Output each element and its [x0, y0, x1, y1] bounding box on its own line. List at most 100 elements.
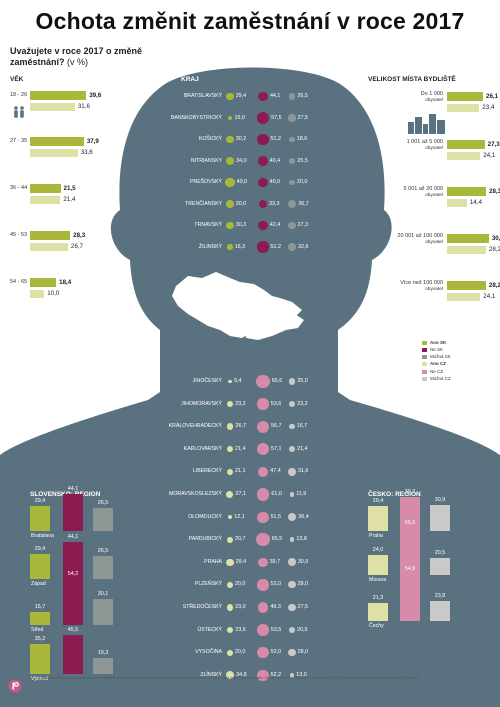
sk-value-ne: 42,4 — [269, 222, 281, 228]
age-bar-ano-cz — [30, 196, 61, 204]
cz-region-column — [400, 497, 420, 531]
cz-value-ano: 20,0 — [234, 649, 246, 656]
sk-value-mozna: 27,3 — [297, 222, 309, 228]
cz-value-mozna: 31,6 — [297, 468, 309, 475]
cz-value-ne: 65,5 — [271, 536, 283, 543]
sk-region-column — [30, 611, 50, 625]
cz-value-ano: 21,4 — [235, 445, 246, 452]
cz-dot-mozna — [288, 558, 296, 567]
residence-category-sublabel: obyvatel — [425, 287, 443, 292]
sk-region-column — [63, 541, 83, 579]
sk-value-ano: 15,0 — [234, 114, 245, 121]
cz-kraj-name: KRÁLOVEHRADECKÝ — [168, 423, 222, 430]
legend-label: Možná CZ — [430, 376, 451, 381]
unit-text: (v %) — [67, 57, 89, 67]
sk-value-ne: 51,2 — [270, 136, 282, 142]
page-title: Ochota změnit zaměstnání v roce 2017 — [35, 8, 465, 34]
sk-region-value: 19,3 — [97, 649, 109, 656]
cz-value-mozna: 16,7 — [296, 423, 308, 430]
sk-dot-ne — [258, 177, 268, 188]
cz-dot-ne — [256, 488, 270, 501]
residence-section-title: VELIKOST MÍSTA BYDLIŠTĚ — [368, 76, 456, 83]
cz-dot-ne — [257, 398, 269, 410]
cz-dot-ano — [226, 400, 234, 408]
cz-value-ne: 49,3 — [270, 604, 281, 610]
legend-swatch — [422, 347, 427, 352]
sk-dot-ano — [226, 135, 234, 144]
sk-kraj-name: PREŠOVSKÝ — [189, 179, 222, 185]
sk-region-name: Západ — [31, 581, 46, 587]
age-category-label: 18 - 26 — [10, 92, 28, 98]
cz-dot-ano — [226, 626, 234, 634]
cz-dot-ano — [226, 558, 234, 566]
cz-value-ne: 65,6 — [271, 378, 283, 384]
cz-dot-ano — [227, 649, 233, 656]
cz-kraj-name: JIHOMORAVSKÝ — [181, 400, 222, 407]
age-category-label: 36 - 44 — [10, 185, 28, 191]
cz-value-ano: 23,2 — [235, 400, 246, 407]
age-value-cz: 33,6 — [80, 149, 93, 156]
sk-kraj-name: TRNAVSKÝ — [194, 222, 222, 228]
residence-category-label: 5 001 až 20 000 — [403, 186, 443, 192]
age-value-sk: 28,3 — [73, 232, 86, 239]
sk-dot-ne — [258, 220, 268, 231]
residence-value-sk: 28,3 — [489, 188, 500, 195]
cz-kraj-name: ZLÍNSKÝ — [200, 671, 222, 678]
sk-value-mozna: 36,7 — [298, 200, 309, 207]
age-value-sk: 39,6 — [89, 92, 102, 99]
legend-label: Ne SK — [430, 346, 444, 352]
cz-value-ne: 56,7 — [271, 423, 282, 430]
residence-value-sk: 28,2 — [488, 282, 500, 289]
sk-dot-ano — [227, 115, 233, 121]
sk-region-column — [93, 599, 113, 625]
cz-dot-ano — [227, 582, 233, 588]
sk-region-value: 30,1 — [97, 591, 109, 598]
cz-region-column — [400, 574, 420, 621]
legend-label: Možná SK — [430, 354, 451, 360]
cz-dot-ano — [226, 423, 234, 431]
cz-dot-ano — [226, 604, 234, 611]
cz-kraj-name: JIHOČESKÝ — [192, 378, 222, 384]
residence-category-label: Do 1 000 — [420, 91, 443, 97]
cz-region-column — [400, 527, 420, 575]
cz-dot-ano — [227, 468, 233, 475]
sk-value-ne: 57,5 — [271, 114, 282, 121]
question-subtitle: Uvažujete v roce 2017 o změně zaměstnání… — [10, 46, 180, 68]
cz-kraj-name: PLZEŇSKÝ — [194, 581, 222, 588]
residence-bar-ano-sk — [447, 234, 489, 243]
cz-dot-mozna — [287, 512, 297, 522]
cz-dot-ne — [257, 624, 269, 636]
sk-region-column — [30, 644, 50, 674]
sk-region-column — [93, 657, 113, 674]
residence-bar-ano-sk — [447, 281, 486, 290]
sk-dot-mozna — [288, 93, 296, 100]
residence-category-sublabel: obyvatel — [425, 193, 443, 198]
cz-region-value: 30,9 — [434, 496, 446, 503]
profesia-logo-icon — [8, 679, 22, 693]
age-bar-ano-cz — [30, 290, 45, 298]
cz-region-column — [368, 602, 388, 621]
sk-value-ano: 30,0 — [235, 200, 247, 207]
residence-bar-ano-cz — [447, 293, 481, 301]
residence-value-cz: 24,1 — [483, 152, 496, 159]
cz-dot-mozna — [289, 492, 295, 497]
cz-region-name: Čechy — [369, 623, 384, 629]
legend-swatch — [422, 340, 427, 345]
legend-swatch — [422, 355, 427, 360]
cz-dot-mozna — [288, 468, 296, 476]
residence-bar-ano-sk — [447, 187, 487, 196]
logo-label: Profesia — [7, 693, 21, 697]
sk-value-ano: 29,4 — [235, 93, 247, 99]
cz-value-mozna: 13,0 — [296, 671, 307, 678]
sk-region-column — [30, 554, 50, 579]
cz-value-ne: 52,0 — [270, 581, 282, 588]
sk-dot-mozna — [288, 221, 296, 229]
cz-dot-mozna — [288, 446, 295, 453]
cz-dot-ano — [227, 536, 233, 543]
cz-value-ne: 39,7 — [269, 558, 281, 565]
residence-bar-ano-sk — [447, 140, 485, 149]
residence-bar-ano-cz — [447, 246, 486, 254]
sk-region-value: 26,5 — [97, 500, 109, 507]
sk-dot-mozna — [288, 243, 296, 251]
